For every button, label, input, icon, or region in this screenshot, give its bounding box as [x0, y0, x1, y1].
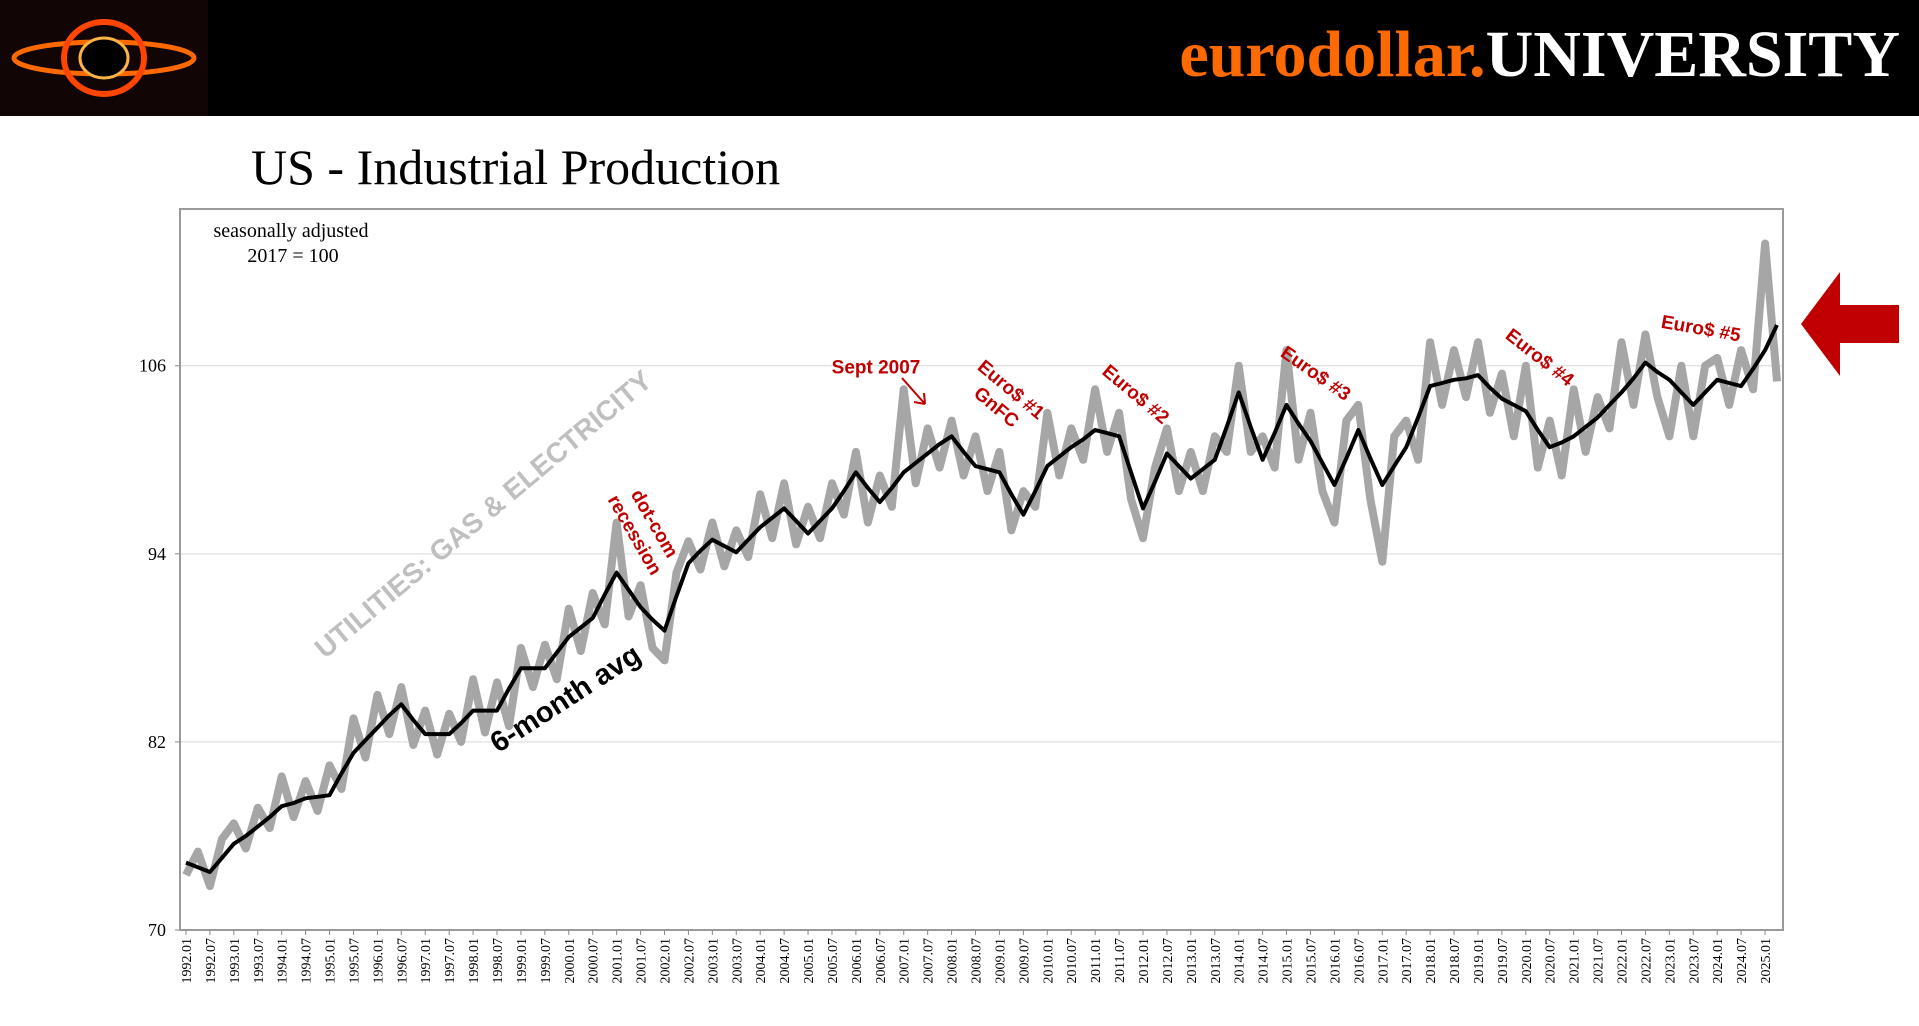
x-tick-label: 2001.01	[611, 938, 626, 984]
header-bar	[0, 0, 1919, 116]
x-tick-label: 2009.01	[993, 938, 1008, 984]
x-tick-label: 2013.07	[1209, 938, 1224, 984]
x-tick-label: 2023.01	[1663, 938, 1678, 984]
x-tick-label: 2019.01	[1472, 938, 1487, 984]
x-tick-label: 2024.07	[1735, 938, 1750, 984]
x-tick-label: 2008.01	[946, 938, 961, 984]
x-tick-label: 2008.07	[970, 938, 985, 984]
x-tick-label: 2021.01	[1568, 938, 1583, 984]
x-tick-label: 2002.01	[658, 938, 673, 984]
note: 2017 = 100	[247, 245, 338, 267]
x-tick-label: 1997.01	[419, 938, 434, 984]
y-tick-label: 94	[148, 544, 166, 564]
brand-orange: eurodollar.	[1179, 18, 1485, 91]
y-tick-label: 82	[148, 732, 166, 752]
x-tick-label: 2002.07	[682, 938, 697, 984]
x-tick-label: 2004.07	[778, 938, 793, 984]
x-tick-label: 2019.07	[1496, 938, 1511, 984]
x-tick-label: 1993.01	[228, 938, 243, 984]
x-tick-label: 1996.01	[371, 938, 386, 984]
x-tick-label: 1999.07	[539, 938, 554, 984]
series-line	[182, 239, 1781, 891]
x-tick-label: 2006.01	[850, 938, 865, 984]
x-tick-label: 1999.01	[515, 938, 530, 984]
x-tick-label: 2015.01	[1281, 938, 1296, 984]
x-tick-label: 1996.07	[395, 938, 410, 984]
x-tick-label: 2007.01	[898, 938, 913, 984]
x-tick-label: 1993.07	[252, 938, 267, 984]
note: seasonally adjusted	[214, 220, 369, 242]
x-tick-label: 2013.01	[1185, 938, 1200, 984]
x-tick-label: 2005.07	[826, 938, 841, 984]
x-tick-label: 2010.07	[1065, 938, 1080, 984]
x-tick-label: 2012.01	[1137, 938, 1152, 984]
x-tick-label: 2011.07	[1113, 938, 1128, 983]
x-tick-label: 2015.07	[1304, 938, 1319, 984]
x-tick-label: 2000.07	[587, 938, 602, 984]
x-tick-label: 2022.07	[1639, 938, 1654, 984]
x-tick-label: 2010.01	[1041, 938, 1056, 984]
series-line	[185, 324, 1779, 874]
annotation-text: Euro$ #4	[1501, 325, 1578, 391]
annotation: Euro$ #5	[1659, 312, 1742, 347]
brand-white: UNIVERSITY	[1486, 18, 1900, 91]
y-tick-label: 70	[148, 920, 166, 940]
annotation-text: Euro$ #2	[1098, 361, 1173, 429]
annotation: Euro$ #2	[1098, 361, 1173, 429]
x-tick-label: 1998.07	[491, 938, 506, 984]
brand: eurodollar.UNIVERSITY	[1179, 18, 1900, 91]
annotation: Euro$ #4	[1501, 325, 1578, 391]
arrow	[1801, 272, 1899, 376]
x-tick-label: 2014.01	[1233, 938, 1248, 984]
x-tick-label: 2017.07	[1400, 938, 1415, 984]
x-tick-label: 1994.01	[276, 938, 291, 984]
y-tick-label: 106	[139, 356, 166, 376]
x-tick-label: 2007.07	[922, 938, 937, 984]
x-tick-label: 2001.07	[635, 938, 650, 984]
x-tick-label: 2020.07	[1544, 938, 1559, 984]
x-tick-label: 1995.07	[347, 938, 362, 984]
x-tick-label: 1998.01	[467, 938, 482, 984]
x-tick-label: 2014.07	[1257, 938, 1272, 984]
annotation: Sept 2007	[832, 358, 921, 379]
x-tick-label: 2011.01	[1089, 938, 1104, 983]
annotation-arrow	[901, 377, 926, 405]
x-tick-label: 2017.01	[1376, 938, 1391, 984]
x-tick-label: 2018.01	[1424, 938, 1439, 984]
x-tick-label: 2021.07	[1592, 938, 1607, 984]
x-tick-label: 1994.07	[300, 938, 315, 984]
x-tick-label: 2018.07	[1448, 938, 1463, 984]
logo	[0, 0, 208, 116]
x-tick-label: 1997.07	[443, 938, 458, 984]
annotation-text: Sept 2007	[832, 358, 921, 379]
annotation: 6-month avg	[485, 639, 647, 760]
chart-title: US - Industrial Production	[251, 139, 780, 195]
x-tick-label: 1992.07	[204, 938, 219, 984]
x-tick-label: 2023.07	[1687, 938, 1702, 984]
x-tick-label: 2016.01	[1328, 938, 1343, 984]
x-tick-label: 2024.01	[1711, 938, 1726, 984]
x-tick-label: 2012.07	[1161, 938, 1176, 984]
x-tick-label: 2003.07	[730, 938, 745, 984]
x-tick-label: 2006.07	[874, 938, 889, 984]
x-tick-label: 1995.01	[324, 938, 339, 984]
x-tick-label: 2004.01	[754, 938, 769, 984]
x-tick-label: 2022.01	[1616, 938, 1631, 984]
plot-frame	[179, 208, 1784, 931]
annotation-text: Euro$ #5	[1659, 312, 1742, 347]
x-tick-label: 2003.01	[706, 938, 721, 984]
annotation-text: 6-month avg	[485, 639, 647, 760]
x-tick-label: 2000.01	[563, 938, 578, 984]
x-tick-label: 2005.01	[802, 938, 817, 984]
x-tick-label: 2025.01	[1759, 938, 1774, 984]
x-tick-label: 2020.01	[1520, 938, 1535, 984]
x-tick-label: 2016.07	[1352, 938, 1367, 984]
x-tick-label: 1992.01	[180, 938, 195, 984]
x-tick-label: 2009.07	[1017, 938, 1032, 984]
